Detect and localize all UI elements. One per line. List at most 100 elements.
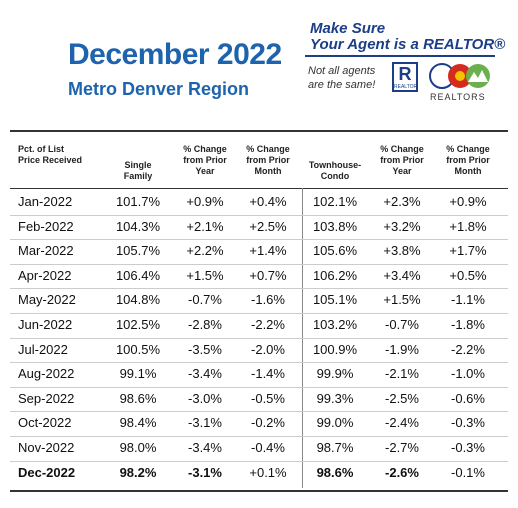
row-label: Mar-2022: [18, 243, 74, 259]
cell: 105.7%: [115, 243, 161, 259]
cell: +1.8%: [449, 218, 487, 234]
cell: -0.5%: [251, 390, 285, 406]
badge-line: Your Agent is a REALTOR®: [310, 36, 506, 53]
cell: -2.6%: [385, 464, 419, 480]
cell: +3.4%: [383, 267, 421, 283]
cell: +2.3%: [383, 194, 421, 209]
row-label: Jan-2022: [18, 194, 73, 209]
cell: -2.0%: [251, 341, 285, 357]
table: Pct. of List Price Received Single Family…: [10, 130, 508, 492]
row-rule: [10, 288, 508, 290]
cell: +1.5%: [383, 292, 421, 308]
row-label: Feb-2022: [18, 218, 74, 234]
cell: 106.4%: [115, 267, 161, 283]
association-name: REALTORS: [430, 92, 486, 102]
cell: 98.4%: [119, 415, 157, 431]
cell: +2.1%: [186, 218, 224, 234]
cell: -1.6%: [251, 292, 285, 308]
cell: 104.3%: [115, 218, 161, 234]
cell: -0.1%: [451, 464, 485, 480]
cell: -1.1%: [451, 292, 485, 308]
cell: 99.1%: [119, 366, 157, 382]
cell: -1.9%: [385, 341, 419, 357]
cell: -0.7%: [188, 292, 222, 308]
column-header: Townhouse-Condo: [308, 160, 362, 181]
cell: -2.2%: [251, 317, 285, 332]
row-rule: [10, 313, 508, 314]
row-label: Jun-2022: [18, 317, 73, 332]
row-rule: [10, 411, 508, 413]
cell: -0.2%: [251, 415, 285, 431]
cell: -0.3%: [451, 440, 485, 455]
cell: -2.8%: [188, 317, 222, 332]
cell: +1.5%: [186, 267, 224, 283]
row-label: Aug-2022: [18, 366, 75, 382]
cell: 98.2%: [119, 464, 157, 480]
association-logo: [429, 63, 490, 89]
row-label: Sep-2022: [18, 390, 75, 406]
realtor-logo: R REALTOR: [392, 62, 418, 92]
cell: -1.8%: [451, 317, 485, 332]
column-header: Pct. of List Price Received: [18, 144, 83, 165]
cell: -0.7%: [385, 317, 419, 332]
cell: 99.0%: [316, 415, 354, 431]
cell: +0.4%: [249, 194, 287, 209]
badge-line: Make Sure: [310, 20, 386, 37]
cell: 99.9%: [316, 366, 354, 382]
cell: -0.4%: [251, 440, 285, 455]
row-rule: [10, 362, 508, 364]
row-rule: [10, 214, 508, 216]
cell: -3.1%: [188, 415, 222, 431]
cell: -3.0%: [188, 390, 222, 406]
divider: [305, 55, 495, 57]
cell: +0.5%: [449, 267, 487, 283]
column-header: % Change from Prior Year: [380, 144, 424, 176]
tagline: Not all agents are the same!: [308, 65, 376, 91]
row-label: May-2022: [18, 292, 76, 308]
cell: -2.4%: [385, 415, 419, 431]
cell: -3.1%: [188, 464, 222, 480]
cell: +0.9%: [449, 194, 487, 209]
title: December 2022: [68, 38, 282, 71]
cell: 103.8%: [312, 218, 358, 234]
row-rule: [10, 460, 508, 462]
row-rule: [10, 386, 508, 388]
cell: +1.7%: [449, 243, 487, 259]
cell: 98.6%: [119, 390, 157, 406]
column-header: % Change from Prior Month: [446, 144, 490, 176]
cell: 98.6%: [316, 464, 354, 480]
subtitle: Metro Denver Region: [68, 79, 250, 99]
cell: +1.4%: [249, 243, 287, 259]
cell: 104.8%: [115, 292, 161, 308]
cell: +0.7%: [249, 267, 287, 283]
cell: -2.1%: [385, 366, 419, 382]
cell: +0.9%: [186, 194, 224, 209]
cell: +3.2%: [383, 218, 421, 234]
cell: +3.8%: [383, 243, 421, 259]
cell: 103.2%: [312, 317, 358, 332]
cell: -2.7%: [385, 440, 419, 455]
row-label: Apr-2022: [18, 267, 72, 283]
cell: 106.2%: [312, 267, 358, 283]
column-header: Single Family: [123, 160, 153, 181]
cell: 102.1%: [312, 194, 358, 209]
column-header: % Change from Prior Year: [183, 144, 227, 176]
cell: -3.4%: [188, 440, 222, 455]
row-label: Nov-2022: [18, 440, 75, 455]
header-rule: [10, 188, 508, 189]
row-rule: [10, 436, 508, 437]
cell: 100.9%: [312, 341, 358, 357]
cell: +2.2%: [186, 243, 224, 259]
logo-text: REALTOR: [394, 84, 418, 90]
cell: 99.3%: [316, 390, 354, 406]
row-label: Oct-2022: [18, 415, 72, 431]
row-rule: [10, 263, 508, 265]
cell: 101.7%: [115, 194, 161, 209]
cell: -3.4%: [188, 366, 222, 382]
row-label: Dec-2022: [18, 464, 76, 480]
cell: 100.5%: [115, 341, 161, 357]
cell: -0.3%: [451, 415, 485, 431]
cell: -2.2%: [451, 341, 485, 357]
row-label: Jul-2022: [18, 341, 68, 357]
